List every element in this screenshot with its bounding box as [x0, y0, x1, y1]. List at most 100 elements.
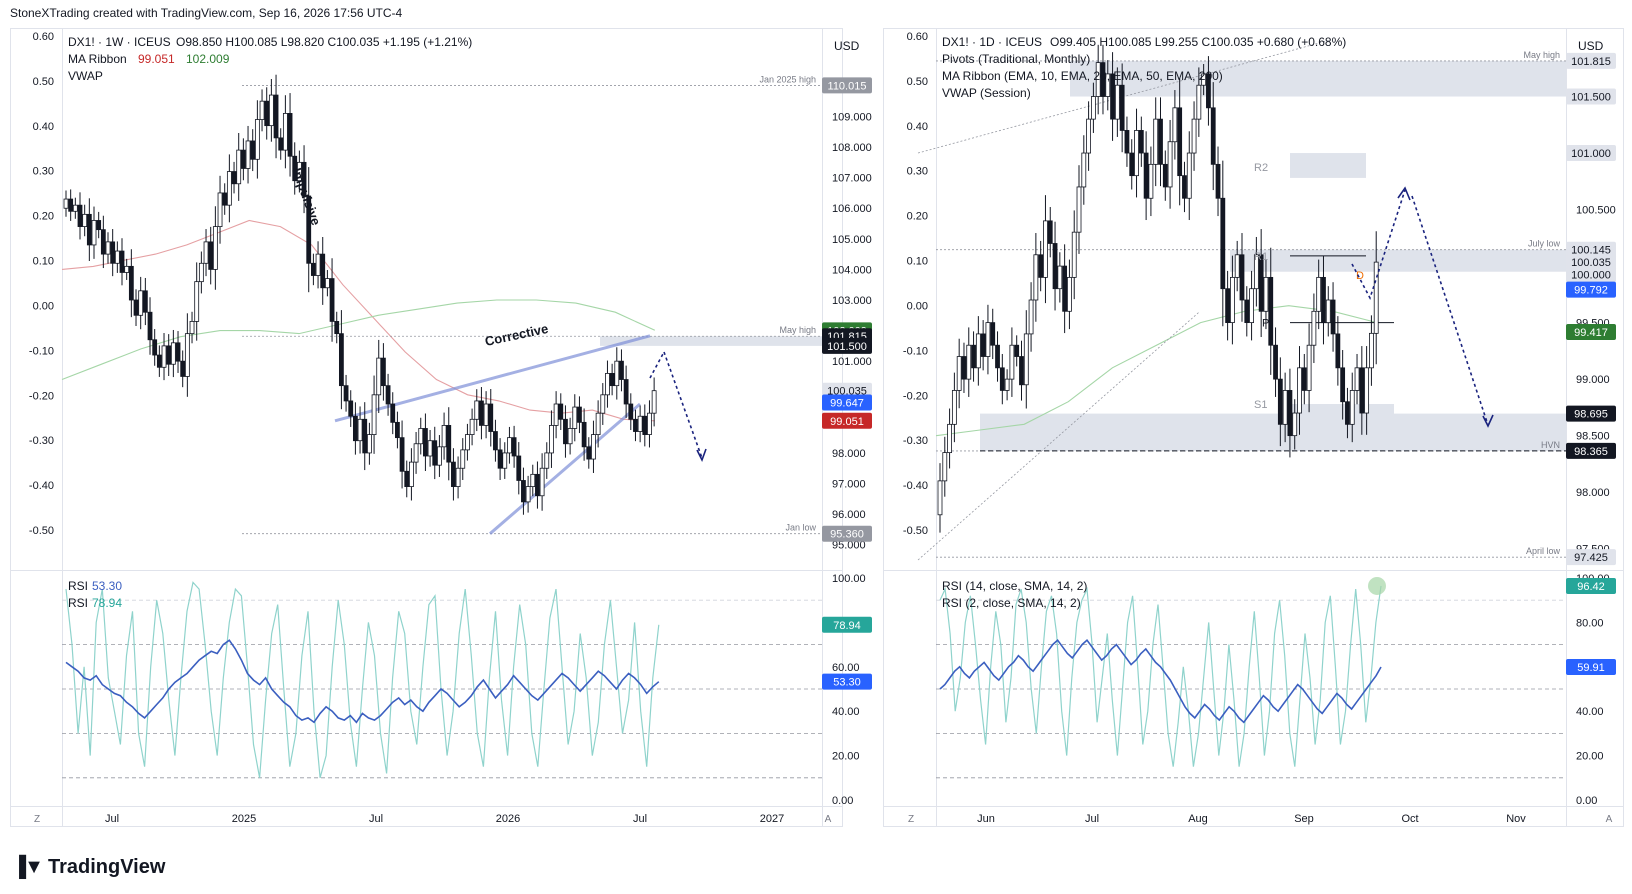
hvn-zone	[980, 413, 1566, 451]
candle-body	[605, 373, 610, 396]
rsi-axis-tick: 40.00	[1576, 706, 1604, 718]
candle-body	[152, 339, 158, 356]
candle-body	[1311, 310, 1317, 346]
candle-body	[1052, 243, 1058, 290]
candle-body	[100, 229, 106, 255]
candle-body	[404, 470, 410, 487]
candle-body	[1345, 401, 1350, 425]
candle-body	[114, 250, 120, 264]
candle-body	[1321, 276, 1326, 324]
rsi-highlight-dot	[1368, 576, 1386, 595]
rsi-legend-value: 53.30	[92, 579, 122, 593]
time-axis-label: 2026	[496, 813, 520, 825]
rsi-fast-line	[939, 585, 1382, 767]
ma-slow-line	[935, 305, 1378, 437]
currency-label: USD	[1578, 39, 1604, 53]
candle-body	[1234, 254, 1240, 278]
candle-body	[437, 446, 442, 466]
candle-body	[966, 344, 972, 380]
price-axis-tick: 100.500	[1576, 205, 1616, 217]
candle-body	[1196, 84, 1202, 120]
candle-body	[427, 440, 433, 457]
rsi-axis-tick: 20.00	[832, 751, 860, 763]
candle-body	[1191, 118, 1197, 154]
candle-body	[352, 415, 358, 442]
projection-arrowhead-down	[1482, 414, 1494, 428]
legend-symbol: DX1! · 1D · ICEUS	[942, 35, 1042, 49]
impulsive-annotation: Impulsive	[289, 166, 324, 227]
candle-body	[82, 213, 88, 227]
left-axis-tick: 0.40	[33, 121, 54, 133]
candle-body	[161, 345, 167, 368]
candle-body	[245, 140, 251, 169]
candle-body	[971, 344, 976, 369]
candle-body	[208, 241, 214, 270]
candle-body	[451, 461, 456, 487]
price-tag-bg	[1566, 323, 1616, 340]
candle-body	[539, 467, 545, 497]
candle-body	[278, 137, 284, 151]
rsi-main-line	[65, 639, 660, 724]
candle-body	[1038, 254, 1044, 278]
price-tag-bg	[822, 77, 872, 94]
candle-body	[614, 360, 620, 387]
rsi-axis-tick: 100.00	[832, 573, 866, 585]
candle-body	[609, 373, 615, 387]
candle-body	[184, 333, 190, 377]
candle-body	[446, 425, 452, 463]
candle-body	[1297, 367, 1302, 414]
zones-layer	[600, 60, 1566, 451]
left-axis-tick: -0.20	[29, 390, 54, 402]
left-axis-tick: 0.60	[907, 31, 928, 43]
candle-body	[600, 394, 606, 414]
lines-layer	[61, 39, 1566, 779]
candle-body	[1124, 130, 1130, 154]
price-tag-value: 101.000	[1571, 148, 1611, 160]
candle-body	[357, 418, 363, 442]
candle-body	[138, 290, 144, 316]
trend-channel-lower	[917, 311, 1201, 561]
candle-body	[595, 412, 601, 435]
candle-body	[1373, 261, 1379, 334]
time-axis-label: Jul	[1085, 813, 1099, 825]
price-axis-tick: 108.000	[832, 142, 872, 154]
candle-body	[1004, 378, 1010, 391]
candle-body	[975, 333, 981, 369]
rsi-legend-name: RSI	[68, 579, 88, 593]
price-tag-bg	[1566, 241, 1616, 258]
rsi-tag-bg	[822, 673, 872, 690]
level-label: Jan 2025 high	[759, 74, 816, 84]
price-tag-value: 110.015	[828, 80, 867, 92]
candle-body	[1119, 84, 1125, 131]
price-tag-bg	[822, 337, 872, 354]
candle-body	[1215, 163, 1221, 199]
price-tag-value: 101.815	[1571, 56, 1611, 68]
projection-path	[1351, 189, 1489, 426]
candle-body	[647, 412, 652, 435]
auto-scale-icon: A	[1606, 814, 1613, 825]
candle-body	[525, 486, 531, 503]
candle-body	[1081, 152, 1087, 188]
candle-body	[1095, 62, 1101, 97]
candle-body	[418, 428, 424, 445]
ma-slow-line	[61, 299, 656, 381]
candle-body	[390, 403, 396, 423]
left-axis-tick: 0.30	[33, 166, 54, 178]
candle-body	[455, 467, 461, 487]
projection-arrowhead-up	[1397, 186, 1411, 201]
candle-body	[63, 198, 69, 209]
price-axis-tick: 97.000	[832, 479, 866, 491]
candle-body	[995, 344, 1000, 369]
candle-body	[1220, 197, 1226, 290]
legend-ma-value-1: 99.051	[138, 52, 175, 66]
price-tag-value: 95.360	[830, 529, 864, 541]
candle-body	[1090, 96, 1096, 120]
candle-body	[268, 94, 274, 127]
candle-body	[236, 149, 242, 185]
candle-body	[409, 461, 414, 487]
time-axis-label: Jul	[633, 813, 647, 825]
candle-body	[348, 400, 354, 417]
candle-body	[1273, 344, 1278, 380]
candle-body	[133, 299, 139, 316]
